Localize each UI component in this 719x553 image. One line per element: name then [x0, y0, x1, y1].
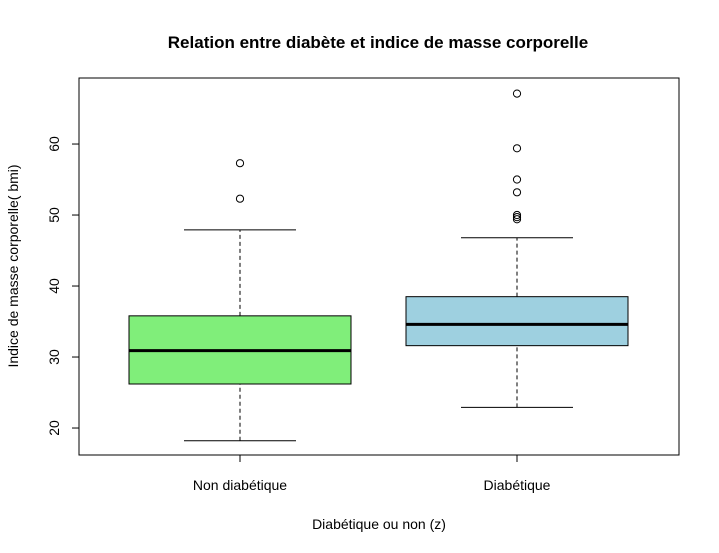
boxes	[128, 89, 629, 442]
outlier-point	[512, 213, 522, 222]
y-tick-label: 20	[46, 420, 62, 436]
plot-frame	[78, 77, 680, 456]
x-tick-label: Diabétique	[484, 477, 551, 493]
chart-title: Relation entre diabète et indice de mass…	[168, 33, 588, 52]
outlier-point	[512, 210, 522, 220]
outlier-point	[512, 175, 522, 184]
y-tick-label: 50	[46, 207, 62, 223]
box-group	[128, 159, 352, 442]
outlier-point	[512, 188, 522, 197]
x-tick-label: Non diabétique	[193, 477, 287, 493]
y-tick-label: 40	[46, 278, 62, 294]
x-axis: Non diabétique Diabétique	[193, 454, 551, 493]
outlier-point	[235, 159, 245, 168]
y-axis-label: Indice de masse corporelle( bmi)	[5, 164, 21, 367]
x-axis-label: Diabétique ou non (z)	[312, 516, 446, 532]
y-axis: 20 30 40 50 60	[46, 136, 80, 436]
outlier-point	[512, 215, 522, 224]
box-iqr	[405, 296, 629, 347]
box-group	[405, 89, 629, 408]
y-tick-label: 30	[46, 349, 62, 365]
outlier-point	[512, 89, 522, 98]
y-tick-label: 60	[46, 136, 62, 152]
outlier-point	[512, 144, 522, 153]
outlier-point	[235, 194, 245, 203]
